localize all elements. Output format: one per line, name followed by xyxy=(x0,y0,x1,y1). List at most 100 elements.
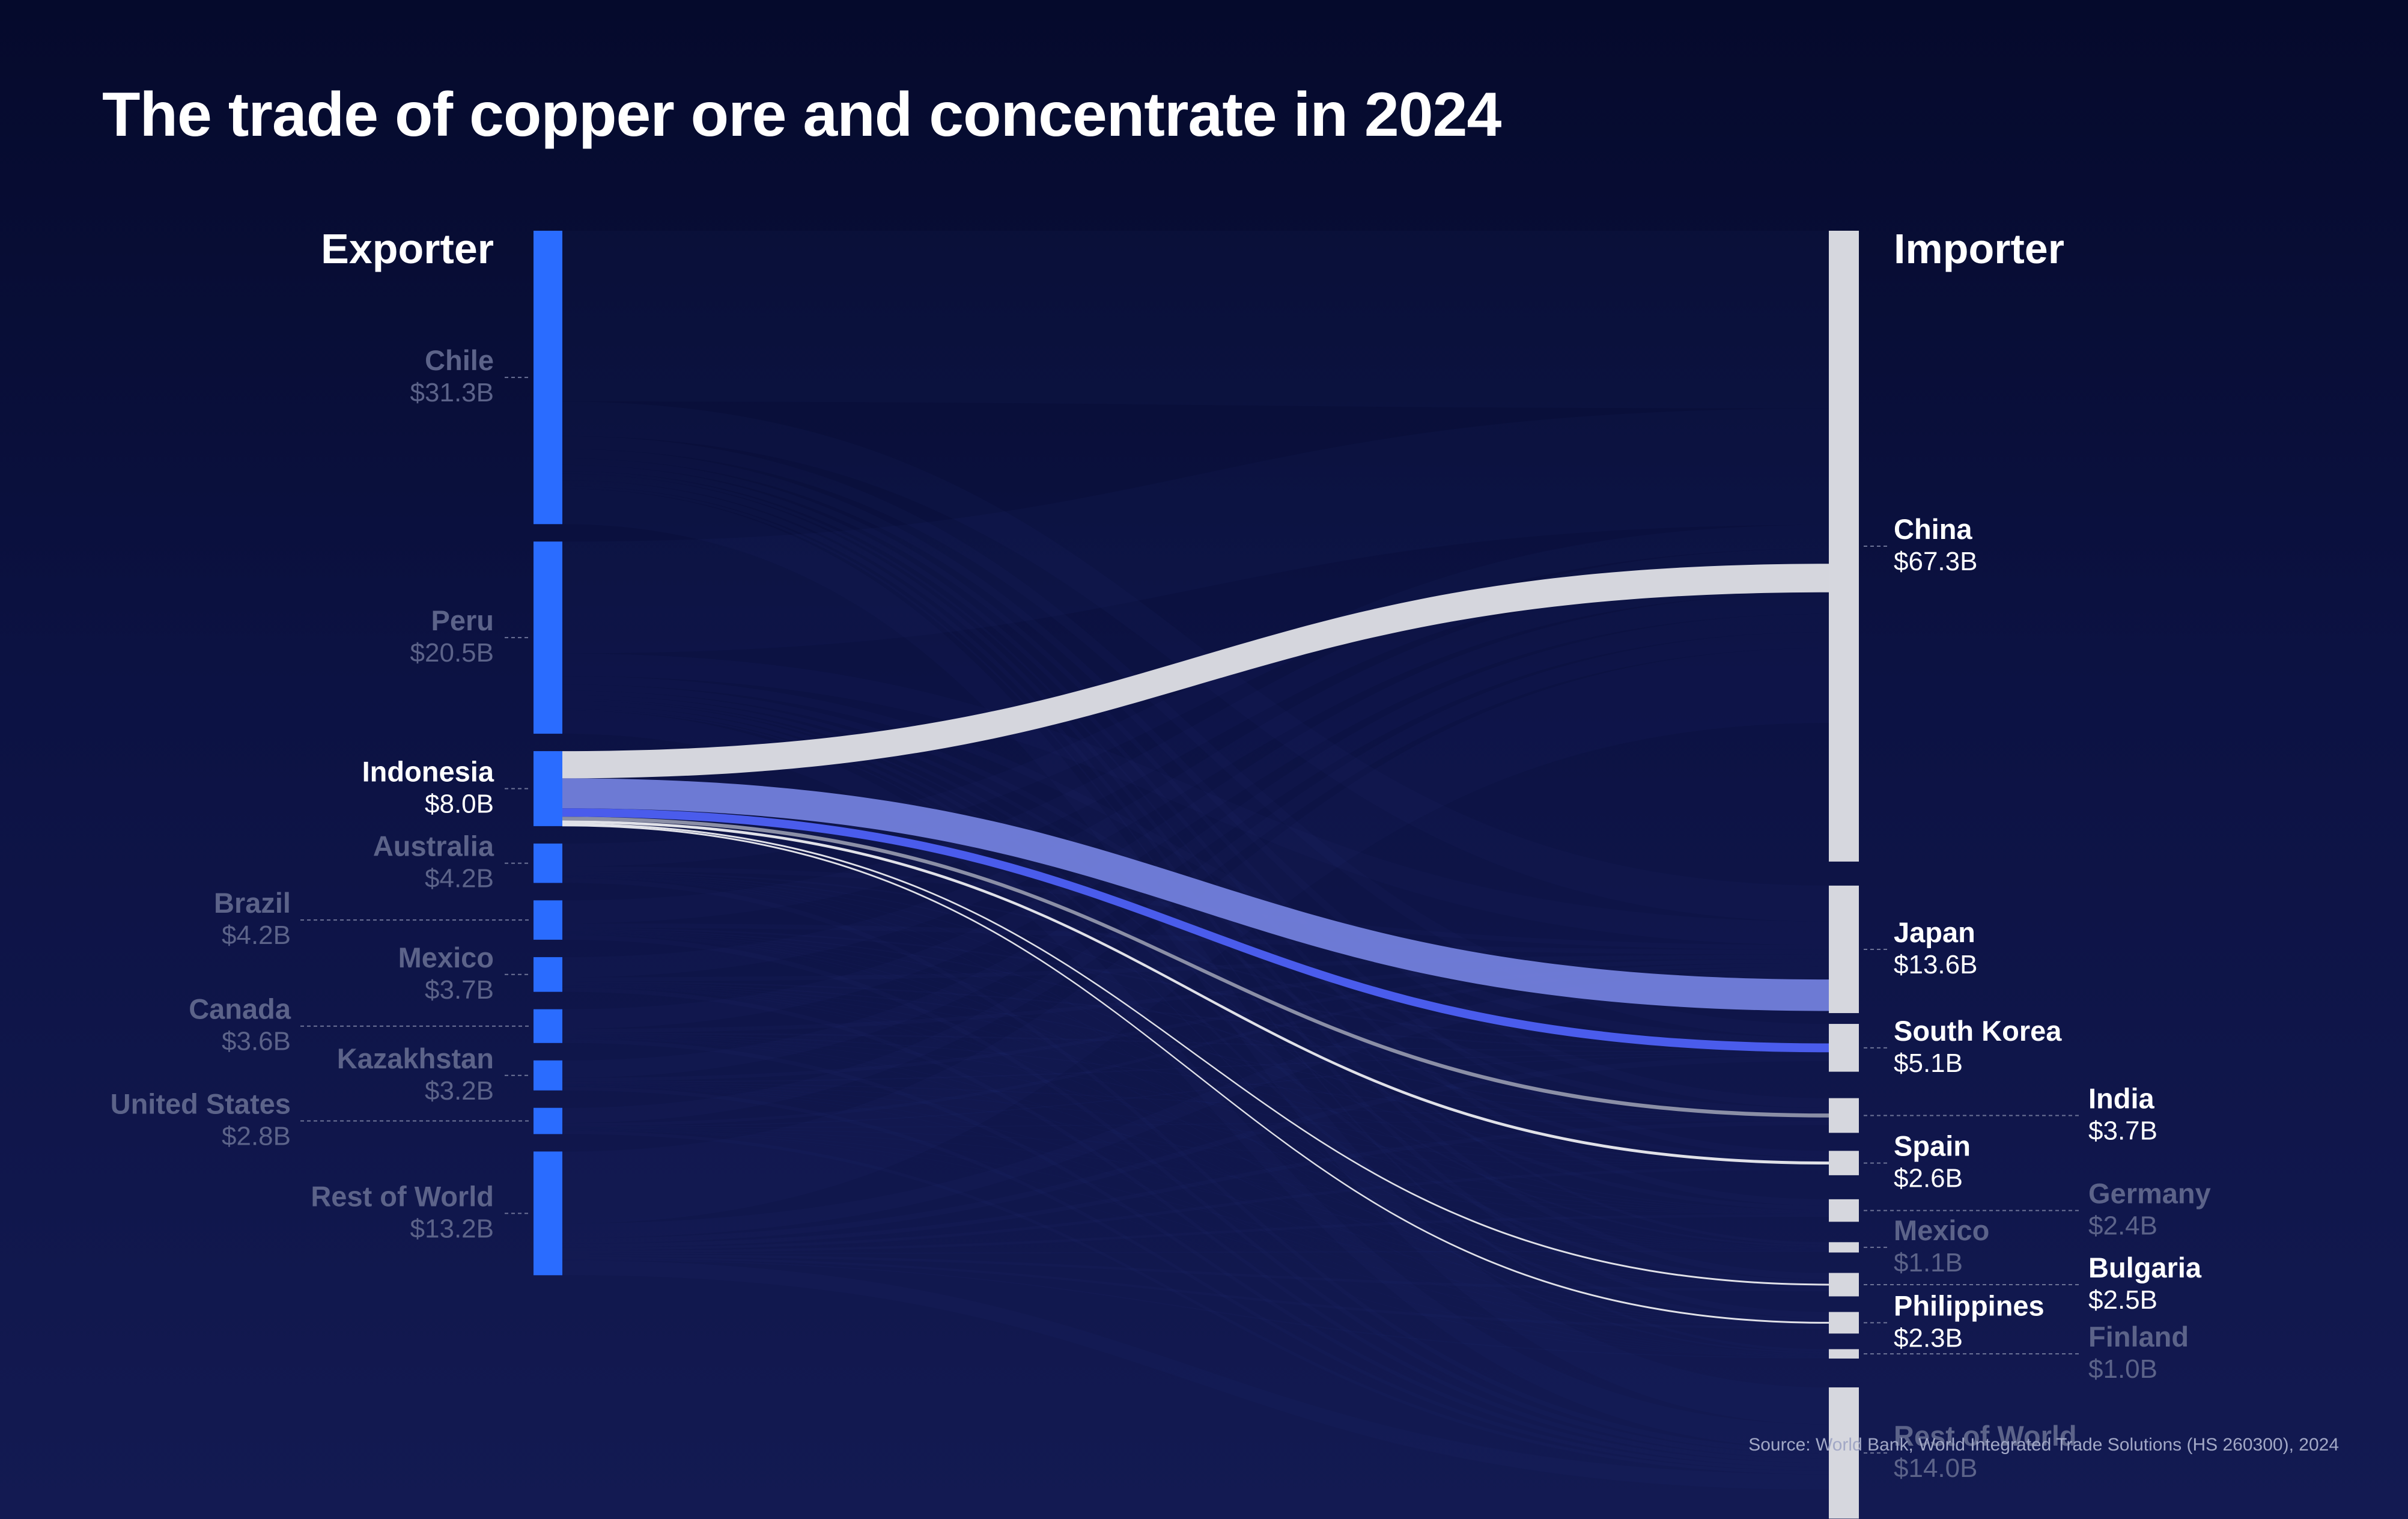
bg-flow-rest-of-world-to-china xyxy=(562,648,1829,1224)
exporter-value-rest-of-world: $13.2B xyxy=(410,1214,494,1243)
bg-flow-peru-to-china xyxy=(562,408,1829,654)
bg-flow-united-states-to-finland xyxy=(562,1130,1829,1357)
importer-label-spain: Spain xyxy=(1894,1130,1971,1162)
exporter-bar-kazakhstan[interactable] xyxy=(534,1060,562,1091)
exporter-label-mexico: Mexico xyxy=(398,942,494,973)
bg-flow-rest-of-world-to-germany xyxy=(562,1214,1829,1253)
bg-flow-united-states-to-south-korea xyxy=(562,1054,1829,1128)
bg-flow-mexico-to-germany xyxy=(562,985,1829,1213)
bg-flow-canada-to-bulgaria xyxy=(562,1037,1829,1288)
importer-value-india: $3.7B xyxy=(2088,1116,2157,1145)
exporter-value-indonesia: $8.0B xyxy=(425,789,494,818)
importer-value-finland: $1.0B xyxy=(2088,1354,2157,1384)
exporter-bar-brazil[interactable] xyxy=(534,900,562,940)
importer-bar-spain[interactable] xyxy=(1829,1151,1859,1175)
bg-flow-kazakhstan-to-bulgaria xyxy=(562,1085,1829,1288)
importer-bar-japan[interactable] xyxy=(1829,885,1859,1014)
bg-flow-brazil-to-spain xyxy=(562,931,1829,1164)
importer-bar-bulgaria[interactable] xyxy=(1829,1273,1859,1297)
bg-flow-canada-to-india xyxy=(562,1034,1829,1119)
flow-indonesia-to-china xyxy=(562,564,1829,779)
exporter-label-rest-of-world: Rest of World xyxy=(311,1180,494,1212)
bg-flow-brazil-to-rest-of-world xyxy=(562,934,1829,1459)
flow-indonesia-to-south-korea xyxy=(562,808,1829,1053)
bg-flow-rest-of-world-to-south-korea xyxy=(562,1055,1829,1244)
bg-flow-peru-to-mexico xyxy=(562,699,1829,1247)
exporter-bar-chile[interactable] xyxy=(534,231,562,525)
importer-bar-philippines[interactable] xyxy=(1829,1312,1859,1334)
bg-flow-kazakhstan-to-india xyxy=(562,1082,1829,1121)
background-flows xyxy=(562,231,1829,1490)
exporter-value-kazakhstan: $3.2B xyxy=(425,1076,494,1106)
bg-flow-brazil-to-japan xyxy=(562,923,1829,955)
source-note: Source: World Bank, World Integrated Tra… xyxy=(1748,1435,2339,1455)
bg-flow-mexico-to-bulgaria xyxy=(562,985,1829,1286)
importer-label-finland: Finland xyxy=(2088,1321,2189,1353)
exporter-label-canada: Canada xyxy=(189,993,291,1025)
bg-flow-australia-to-south-korea xyxy=(562,871,1829,1049)
importer-value-rest-of-world: $14.0B xyxy=(1894,1454,1977,1483)
importer-bar-rest-of-world[interactable] xyxy=(1829,1387,1859,1519)
exporter-bar-united-states[interactable] xyxy=(534,1107,562,1134)
bg-flow-rest-of-world-to-philippines xyxy=(562,1256,1829,1329)
flow-indonesia-to-japan xyxy=(562,778,1829,1011)
chart-title: The trade of copper ore and concentrate … xyxy=(102,80,1501,150)
importer-bar-mexico[interactable] xyxy=(1829,1242,1859,1253)
bg-flow-chile-to-china xyxy=(562,231,1829,409)
exporter-label-united-states: United States xyxy=(111,1088,291,1120)
bg-flow-rest-of-world-to-rest-of-world xyxy=(562,1260,1829,1490)
exporter-bar-mexico[interactable] xyxy=(534,957,562,992)
importer-label-japan: Japan xyxy=(1894,916,1975,948)
bg-flow-australia-to-china xyxy=(562,525,1829,867)
bg-flow-brazil-to-bulgaria xyxy=(562,933,1829,1286)
importer-bar-south-korea[interactable] xyxy=(1829,1024,1859,1072)
bg-flow-united-states-to-spain xyxy=(562,1128,1829,1167)
importer-header: Importer xyxy=(1894,225,2064,272)
bg-flow-canada-to-china xyxy=(562,593,1829,1029)
bg-flow-australia-to-rest-of-world xyxy=(562,878,1829,1454)
bg-flow-canada-to-mexico xyxy=(562,1037,1829,1250)
bg-flow-chile-to-bulgaria xyxy=(562,473,1829,1280)
flow-indonesia-to-philippines xyxy=(562,824,1829,1324)
bg-flow-chile-to-mexico xyxy=(562,471,1829,1246)
importer-value-mexico: $1.1B xyxy=(1894,1248,1963,1277)
exporter-label-kazakhstan: Kazakhstan xyxy=(337,1043,494,1074)
exporter-bar-australia[interactable] xyxy=(534,843,562,883)
exporter-bar-peru[interactable] xyxy=(534,541,562,734)
bg-flow-kazakhstan-to-south-korea xyxy=(562,1053,1829,1083)
importer-bar-india[interactable] xyxy=(1829,1098,1859,1133)
exporter-nodes xyxy=(534,231,562,1276)
importer-bar-finland[interactable] xyxy=(1829,1349,1859,1359)
bg-flow-mexico-to-south-korea xyxy=(562,981,1829,1052)
exporter-bar-rest-of-world[interactable] xyxy=(534,1151,562,1276)
bg-flow-peru-to-rest-of-world xyxy=(562,710,1829,1449)
bg-flow-canada-to-japan xyxy=(562,958,1829,1033)
bg-flow-australia-to-spain xyxy=(562,874,1829,1163)
exporter-bar-canada[interactable] xyxy=(534,1009,562,1043)
bg-flow-kazakhstan-to-rest-of-world xyxy=(562,1086,1829,1471)
importer-label-china: China xyxy=(1894,513,1972,545)
bg-flow-peru-to-south-korea xyxy=(562,676,1829,1047)
bg-flow-kazakhstan-to-germany xyxy=(562,1084,1829,1214)
bg-flow-peru-to-finland xyxy=(562,708,1829,1354)
bg-flow-mexico-to-philippines xyxy=(562,987,1829,1325)
importer-value-philippines: $2.3B xyxy=(1894,1323,1963,1353)
bg-flow-peru-to-germany xyxy=(562,695,1829,1210)
bg-flow-mexico-to-china xyxy=(562,572,1829,978)
bg-flow-rest-of-world-to-finland xyxy=(562,1259,1829,1359)
exporter-bar-indonesia[interactable] xyxy=(534,751,562,826)
exporter-value-united-states: $2.8B xyxy=(222,1122,291,1151)
importer-label-philippines: Philippines xyxy=(1894,1289,2045,1321)
bg-flow-peru-to-japan xyxy=(562,653,1829,945)
importer-bar-germany[interactable] xyxy=(1829,1199,1859,1222)
importer-bar-china[interactable] xyxy=(1829,231,1859,862)
bg-flow-chile-to-south-korea xyxy=(562,436,1829,1038)
bg-flow-united-states-to-rest-of-world xyxy=(562,1131,1829,1475)
bg-flow-australia-to-philippines xyxy=(562,877,1829,1323)
exporter-label-indonesia: Indonesia xyxy=(362,755,494,787)
bg-flow-brazil-to-finland xyxy=(562,934,1829,1355)
bg-flow-australia-to-mexico xyxy=(562,875,1829,1248)
exporter-header: Exporter xyxy=(321,225,494,272)
bg-flow-rest-of-world-to-japan xyxy=(562,970,1829,1238)
